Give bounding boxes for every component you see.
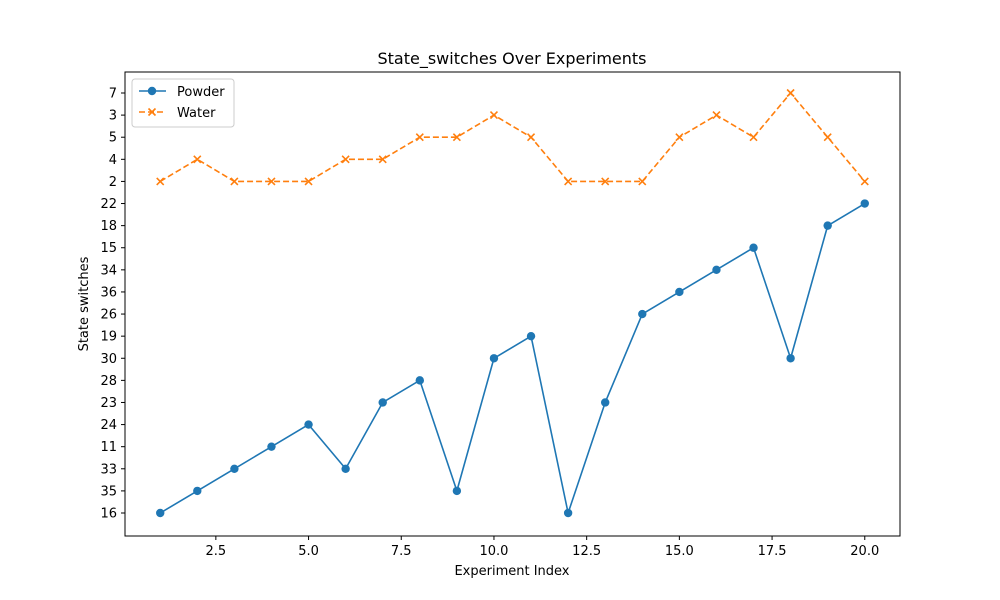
x-axis: 2.5 5.0 7.5 10.0 12.5 15.0 17.5 20.0 xyxy=(206,536,879,559)
y-tick-label: 18 xyxy=(100,219,117,234)
x-tick-label: 2.5 xyxy=(206,544,227,559)
data-point-powder xyxy=(193,486,202,496)
plot-frame xyxy=(124,71,901,537)
data-point-powder xyxy=(675,287,684,297)
data-point-water xyxy=(378,155,387,164)
y-tick-label: 19 xyxy=(100,330,117,345)
y-tick-label: 33 xyxy=(100,462,117,477)
data-point-powder xyxy=(452,486,462,496)
data-point-water xyxy=(193,155,202,164)
x-tick-label: 7.5 xyxy=(391,544,412,559)
x-tick-label: 17.5 xyxy=(758,544,787,559)
y-tick-label: 16 xyxy=(100,507,117,522)
y-tick-label: 35 xyxy=(100,484,117,499)
y-tick-label: 15 xyxy=(100,241,117,256)
data-point-water xyxy=(564,177,573,186)
y-tick-label: 24 xyxy=(100,418,117,433)
x-tick-label: 5.0 xyxy=(298,544,319,559)
legend-water-marker xyxy=(147,107,157,117)
legend-powder-label: Powder xyxy=(177,85,225,100)
data-point-powder xyxy=(786,354,795,363)
x-axis-label: Experiment Index xyxy=(454,564,569,579)
data-point-water xyxy=(304,177,313,186)
y-tick-label: 36 xyxy=(100,285,117,300)
y-tick-label: 2 xyxy=(109,175,117,190)
data-point-water xyxy=(712,111,721,120)
chart-title: State_switches Over Experiments xyxy=(377,49,646,69)
y-axis-label: State switches xyxy=(77,256,92,351)
data-point-powder xyxy=(378,398,387,407)
data-point-powder xyxy=(489,354,499,363)
y-tick-label: 7 xyxy=(109,87,117,102)
data-point-powder xyxy=(415,376,424,385)
data-point-water xyxy=(675,133,684,142)
data-point-powder xyxy=(601,398,610,407)
y-tick-label: 5 xyxy=(109,131,117,146)
data-point-powder xyxy=(638,309,647,319)
data-point-powder xyxy=(749,243,758,252)
data-point-powder xyxy=(860,199,869,208)
data-point-water xyxy=(415,133,424,142)
data-point-powder xyxy=(563,508,573,518)
data-point-powder xyxy=(823,221,832,230)
y-tick-label: 4 xyxy=(109,153,117,168)
series-line-water xyxy=(159,92,866,183)
x-tick-label: 10.0 xyxy=(479,544,508,559)
data-point-water xyxy=(601,177,610,186)
y-tick-label: 11 xyxy=(100,440,117,455)
x-tick-label: 15.0 xyxy=(665,544,694,559)
y-tick-label: 30 xyxy=(100,352,117,367)
y-tick-label: 23 xyxy=(100,396,117,411)
series-line-powder xyxy=(159,202,866,514)
data-point-water xyxy=(638,177,647,186)
data-point-powder xyxy=(526,331,536,341)
y-tick-label: 28 xyxy=(100,374,117,389)
legend-powder-marker xyxy=(147,86,157,96)
x-tick-label: 20.0 xyxy=(850,544,879,559)
data-point-water xyxy=(230,177,239,186)
data-point-powder xyxy=(267,442,276,451)
legend: Powder Water xyxy=(131,78,235,128)
data-point-water xyxy=(860,177,869,186)
data-point-water xyxy=(156,177,165,186)
y-tick-label: 3 xyxy=(109,109,117,124)
data-point-water xyxy=(267,177,276,186)
data-point-water xyxy=(452,133,461,142)
data-point-water xyxy=(489,111,499,120)
data-point-powder xyxy=(156,508,165,518)
y-tick-label: 22 xyxy=(100,197,117,212)
y-tick-label: 34 xyxy=(100,263,117,278)
data-point-powder xyxy=(230,464,239,473)
data-point-water xyxy=(786,88,795,98)
data-point-water xyxy=(823,133,832,142)
data-point-powder xyxy=(712,265,721,275)
x-tick-label: 12.5 xyxy=(572,544,601,559)
data-point-water xyxy=(526,133,536,142)
data-point-powder xyxy=(304,420,313,429)
legend-water-label: Water xyxy=(177,106,216,121)
y-tick-label: 26 xyxy=(100,308,117,323)
series-layer xyxy=(156,88,869,518)
data-point-water xyxy=(749,133,758,142)
data-point-water xyxy=(341,155,350,164)
data-point-powder xyxy=(341,464,350,473)
